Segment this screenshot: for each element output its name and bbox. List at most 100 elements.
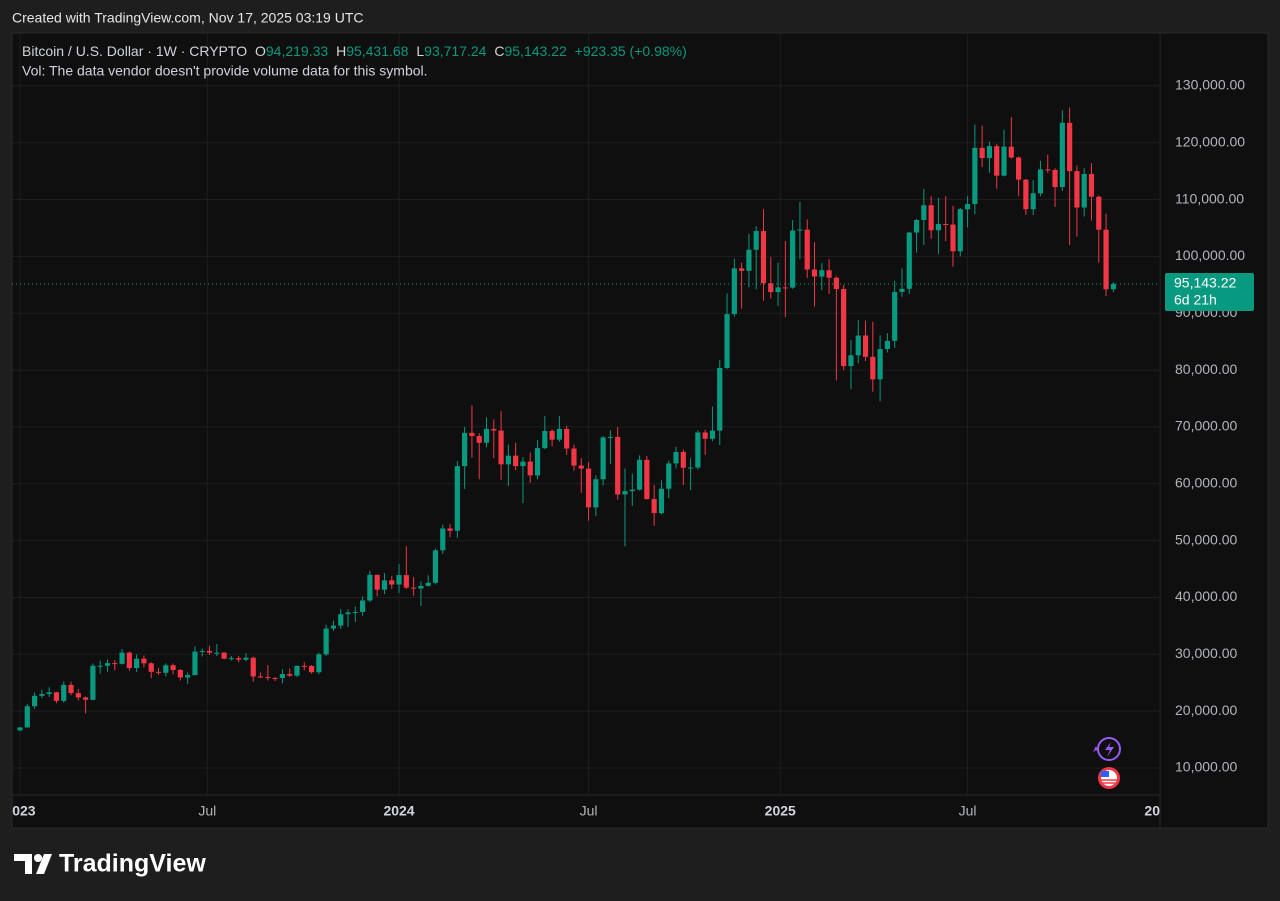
candle-body xyxy=(607,436,614,438)
y-tick-label: 70,000.00 xyxy=(1175,418,1237,434)
candle-body xyxy=(972,147,978,205)
candle-body xyxy=(1096,196,1102,230)
candle-body xyxy=(636,459,643,490)
candle-body xyxy=(520,461,526,467)
candle-body xyxy=(739,268,745,271)
candle-body xyxy=(1015,157,1022,180)
legend: Bitcoin / U.S. Dollar · 1W · CRYPTO O94,… xyxy=(22,43,687,59)
candle-body xyxy=(148,663,154,672)
candle-body xyxy=(418,585,424,589)
candle-body xyxy=(338,614,344,626)
x-tick-label: 2026 xyxy=(1144,803,1175,819)
y-tick-label: 30,000.00 xyxy=(1175,645,1237,661)
y-tick-label: 100,000.00 xyxy=(1175,247,1245,263)
candle-body xyxy=(571,448,577,466)
candle-body xyxy=(593,479,599,508)
candle-body xyxy=(695,432,701,468)
icon-lightning-bolt xyxy=(1105,742,1114,757)
candle-body xyxy=(31,695,38,707)
candle-body xyxy=(1008,146,1014,158)
candle-body xyxy=(702,432,708,439)
candle-body xyxy=(855,335,861,356)
icon-lightning[interactable] xyxy=(1097,737,1121,761)
candle-body xyxy=(1037,169,1044,194)
candle-body xyxy=(760,231,767,284)
candle-body xyxy=(549,430,555,440)
candle-body xyxy=(75,693,81,698)
candle-body xyxy=(1088,173,1095,197)
candle-body xyxy=(476,436,482,443)
legend-key: H xyxy=(336,43,346,59)
candle-body xyxy=(687,467,694,469)
candle-body xyxy=(986,146,993,159)
candle-body xyxy=(578,465,584,469)
candle-body xyxy=(367,574,373,601)
candle-body xyxy=(826,270,832,278)
icons xyxy=(1093,737,1121,789)
chart-pane xyxy=(11,32,1269,829)
candle-body xyxy=(454,466,460,531)
y-tick-label: 110,000.00 xyxy=(1175,190,1244,206)
candle-body xyxy=(403,575,409,588)
candle-body xyxy=(112,663,118,665)
candles xyxy=(12,107,1160,732)
candle-body xyxy=(556,428,562,440)
candle-body xyxy=(731,268,737,315)
candle-body xyxy=(615,436,621,495)
candle-body xyxy=(352,611,358,613)
candle-body xyxy=(206,650,213,653)
candle-body xyxy=(1052,169,1058,188)
candle-body xyxy=(1001,146,1007,176)
candle-body xyxy=(848,355,854,367)
candle-body xyxy=(884,340,890,350)
logo-part xyxy=(34,854,42,862)
x-tick-label: Jul xyxy=(580,803,598,819)
candle-body xyxy=(39,693,45,696)
candle-body xyxy=(964,204,971,210)
candle-body xyxy=(469,432,475,437)
legend-key: L xyxy=(416,43,424,59)
candle-body xyxy=(746,249,752,271)
candle-body xyxy=(1074,171,1080,208)
candle-body xyxy=(374,574,380,590)
candle-body xyxy=(564,428,570,449)
candle-body xyxy=(330,625,337,629)
candle-body xyxy=(527,461,533,476)
candle-body xyxy=(943,223,949,225)
candle-body xyxy=(192,651,198,676)
candle-body xyxy=(629,489,635,492)
y-tick-label: 50,000.00 xyxy=(1175,531,1237,547)
candle-body xyxy=(862,335,869,357)
y-tick-label: 80,000.00 xyxy=(1175,361,1237,377)
candle-body xyxy=(870,356,876,380)
candle-body xyxy=(811,269,818,277)
candle-body xyxy=(913,220,920,233)
candle-body xyxy=(753,231,759,250)
candle-body xyxy=(680,451,686,468)
x-tick-label: 2023 xyxy=(4,803,35,819)
candle-body xyxy=(644,459,650,500)
candle-body xyxy=(17,727,23,731)
candle-body xyxy=(841,288,847,367)
candle-body xyxy=(505,455,511,465)
candle-body xyxy=(432,550,439,583)
candle-body xyxy=(265,676,271,678)
candle-body xyxy=(243,657,249,660)
candle-body xyxy=(775,287,781,293)
candle-body xyxy=(301,665,307,667)
candle-body xyxy=(221,652,227,659)
brand-logo xyxy=(14,854,52,874)
y-tick-label: 40,000.00 xyxy=(1175,588,1237,604)
candle-body xyxy=(1067,122,1073,172)
candle-body xyxy=(892,291,898,341)
candle-body xyxy=(90,665,96,700)
candle-body xyxy=(272,677,278,679)
candle-body xyxy=(250,657,256,677)
candle-body xyxy=(46,692,52,694)
candle-body xyxy=(381,580,388,590)
legend-value: 94,219.33 xyxy=(266,43,328,59)
candle-body xyxy=(411,587,417,589)
y-tick-label: 130,000.00 xyxy=(1175,77,1245,93)
x-tick-label: Jul xyxy=(198,803,216,819)
